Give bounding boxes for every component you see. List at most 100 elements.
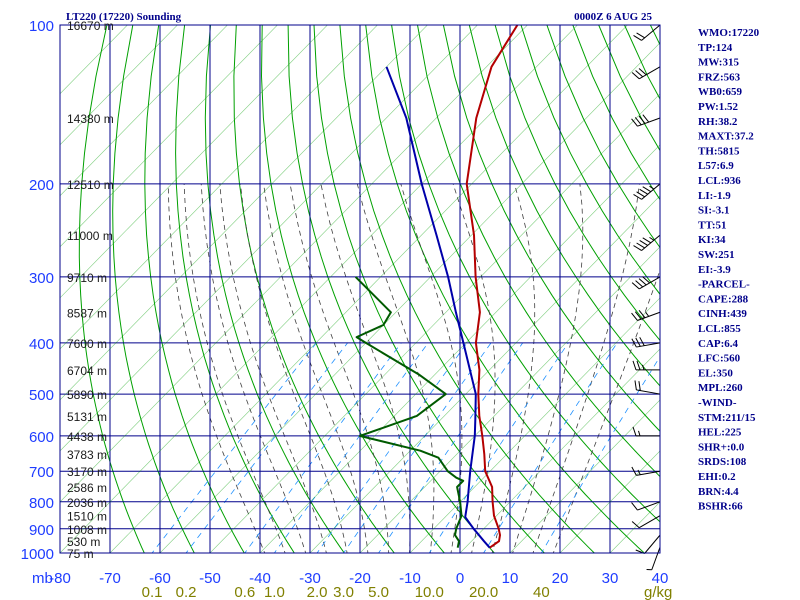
wind-barb xyxy=(646,547,661,571)
mixing-ratio-tick-label: 2.0 xyxy=(307,584,328,600)
moist-adiabat xyxy=(200,183,307,553)
moist-adiabat xyxy=(552,269,660,553)
height-label: 1008 m xyxy=(67,523,107,537)
height-label: 5890 m xyxy=(67,388,107,402)
height-label: 4438 m xyxy=(67,430,107,444)
wind-barb xyxy=(631,337,661,348)
dry-adiabat xyxy=(204,25,345,553)
moist-adiabat xyxy=(219,183,327,553)
pressure-tick-label: 600 xyxy=(29,429,54,446)
index-line: KI:34 xyxy=(698,234,726,246)
wind-barb xyxy=(632,426,660,437)
height-label: 11000 m xyxy=(67,229,113,243)
index-line: FRZ:563 xyxy=(698,71,741,83)
wind-barb xyxy=(631,276,661,290)
skewed-isotherm xyxy=(109,25,628,553)
height-label: 530 m xyxy=(67,535,100,549)
index-line: MPL:260 xyxy=(698,382,743,394)
height-label: 8587 m xyxy=(67,306,107,320)
temperature-tick-label: -50 xyxy=(199,570,221,587)
wind-barb xyxy=(631,309,661,321)
mixing-ratio-tick-label: 3.0 xyxy=(333,584,354,600)
index-line: LI:-1.9 xyxy=(698,190,731,202)
pressure-tick-label: 700 xyxy=(29,464,54,481)
temperature-tick-label: 10 xyxy=(502,570,519,587)
sounding-time: 0000Z 6 AUG 25 xyxy=(574,11,652,23)
mixing-ratio-line xyxy=(185,342,348,553)
wind-barb xyxy=(633,183,661,200)
index-line: SW:251 xyxy=(698,249,735,261)
temperature-tick-label: -70 xyxy=(99,570,121,587)
skewed-isotherm xyxy=(60,25,578,553)
index-line: -WIND- xyxy=(698,397,737,409)
pressure-tick-label: 100 xyxy=(29,18,54,35)
wind-barb xyxy=(633,24,661,41)
index-line: SI:-3.1 xyxy=(698,205,729,217)
wind-barb xyxy=(633,234,661,251)
wind-barb xyxy=(631,515,661,529)
temperature-tick-label: 30 xyxy=(602,570,619,587)
dry-adiabat xyxy=(391,25,660,523)
mixing-ratio-tick-label: 1.0 xyxy=(264,584,285,600)
pressure-tick-label: 200 xyxy=(29,177,54,194)
pressure-tick-label: 1000 xyxy=(21,546,54,563)
skewed-isotherm xyxy=(60,25,428,401)
index-line: CAPE:288 xyxy=(698,293,749,305)
wind-barb xyxy=(631,66,661,80)
pressure-tick-label: 400 xyxy=(29,336,54,353)
dry-adiabat xyxy=(313,25,545,553)
height-label: 9710 m xyxy=(67,271,107,285)
mixing-ratio-line xyxy=(273,342,429,553)
index-line: EL:350 xyxy=(698,367,733,379)
temperature-profile xyxy=(465,25,519,549)
moist-adiabat xyxy=(532,183,640,553)
dry-adiabat xyxy=(754,25,800,564)
skewed-isotherm xyxy=(509,399,660,553)
station-title: LT220 (17220) Sounding xyxy=(66,11,182,23)
moist-adiabat xyxy=(167,183,266,553)
mixing-ratio-line xyxy=(378,342,524,553)
index-line: TT:51 xyxy=(698,219,727,231)
height-label: 7600 m xyxy=(67,337,107,351)
height-label: 6704 m xyxy=(67,364,107,378)
wind-barb xyxy=(631,466,661,476)
wind-barb xyxy=(634,380,661,395)
temperature-tick-label: -40 xyxy=(249,570,271,587)
height-label: 3783 m xyxy=(67,448,107,462)
skewed-isotherm xyxy=(159,42,660,553)
mixing-ratio-line xyxy=(483,342,618,553)
index-line: WB0:659 xyxy=(698,86,743,98)
index-line: WMO:17220 xyxy=(698,27,760,39)
index-line: TH:5815 xyxy=(698,145,740,157)
moist-adiabat xyxy=(240,183,348,553)
index-line: SRDS:108 xyxy=(698,456,747,468)
parcel-profile xyxy=(385,66,491,549)
height-label: 2586 m xyxy=(67,481,107,495)
wind-barb xyxy=(631,501,661,511)
skewed-isotherm xyxy=(60,25,528,503)
index-line: CINH:439 xyxy=(698,308,747,320)
index-line: LCL:936 xyxy=(698,175,741,187)
dry-adiabat xyxy=(468,25,660,387)
dry-adiabat xyxy=(780,25,800,564)
sounding-curves xyxy=(354,25,519,549)
dry-adiabat xyxy=(112,25,195,553)
dry-adiabat xyxy=(260,25,445,553)
index-line: RH:38.2 xyxy=(698,116,738,128)
pressure-tick-label: 800 xyxy=(29,495,54,512)
skewed-isotherm xyxy=(60,25,228,197)
mixing-ratio-tick-label: 40 xyxy=(533,584,550,600)
height-label: 16670 m xyxy=(67,19,114,33)
index-line: MW:315 xyxy=(698,57,739,69)
skewed-isotherm xyxy=(60,25,178,146)
dry-adiabat xyxy=(175,25,295,553)
dry-adiabat xyxy=(442,25,660,432)
mixing-ratio-line xyxy=(316,342,468,553)
temperature-tick-label: -80 xyxy=(49,570,71,587)
dewpoint-profile xyxy=(354,276,465,548)
temperature-tick-label: 20 xyxy=(552,570,569,587)
height-label: 5131 m xyxy=(67,410,107,424)
index-line: L57:6.9 xyxy=(698,160,734,172)
